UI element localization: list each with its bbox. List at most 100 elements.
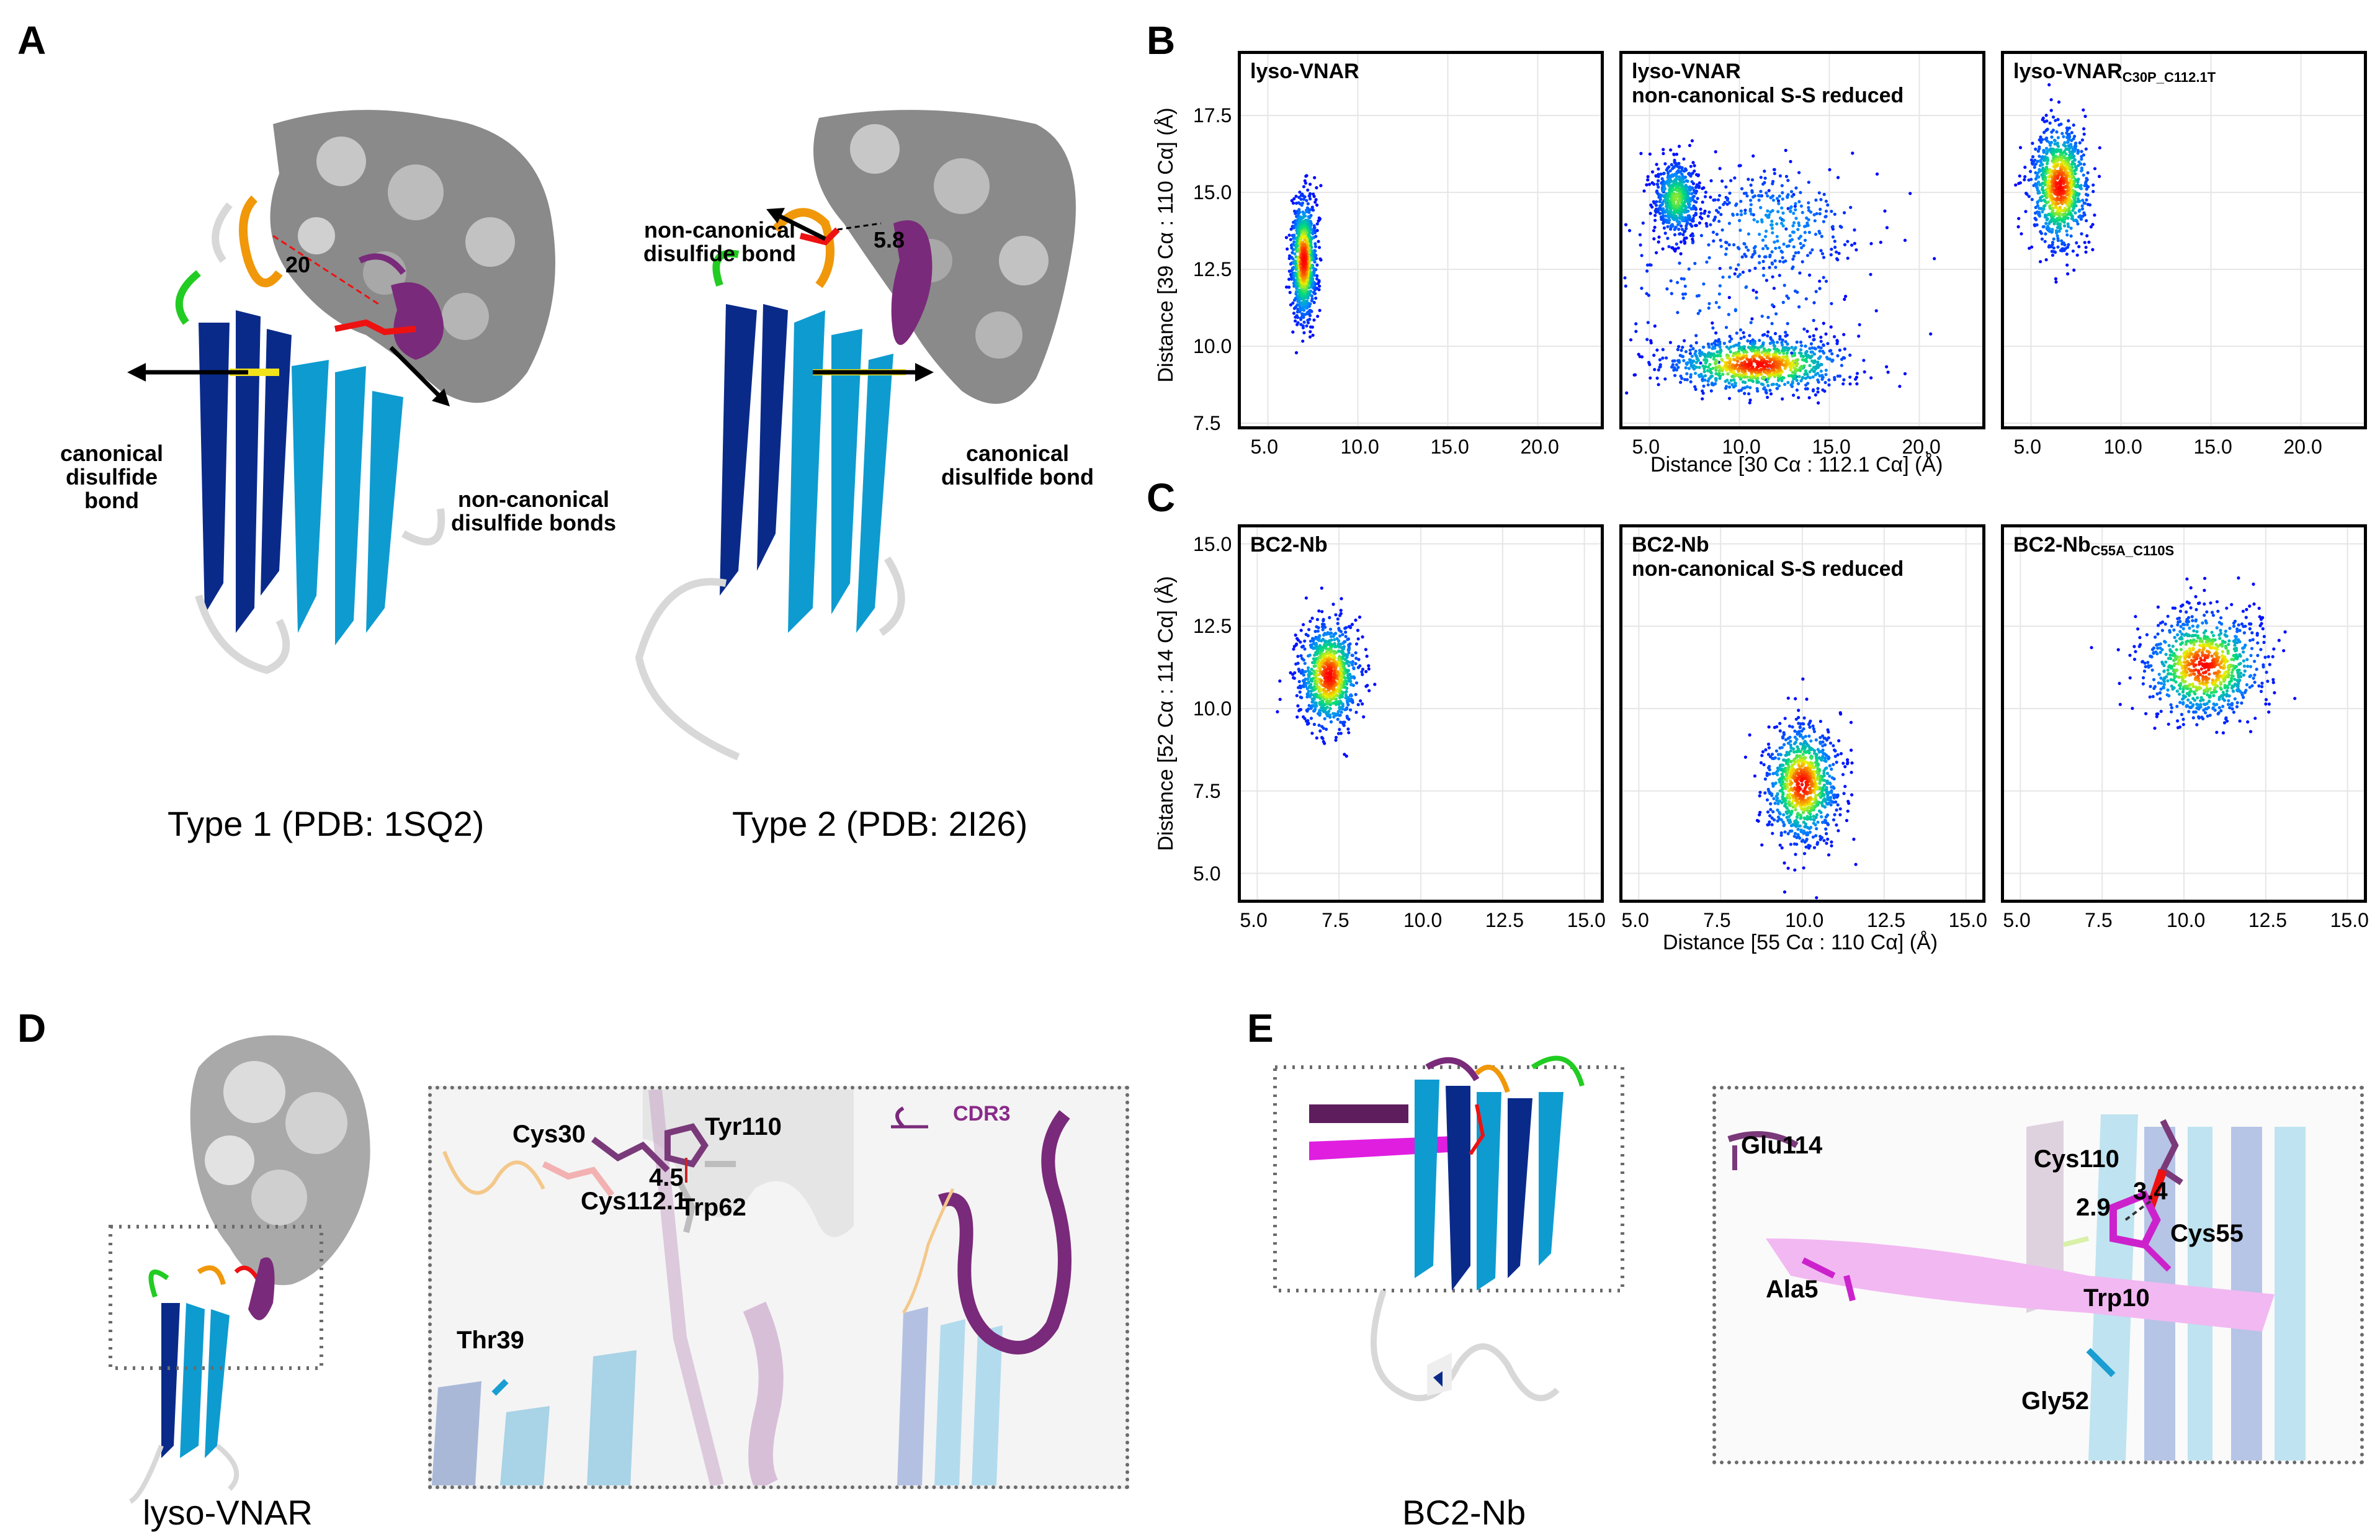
data-point [1318, 257, 1322, 261]
data-point [1771, 199, 1776, 202]
data-point [1819, 736, 1822, 740]
data-point [1818, 212, 1822, 216]
data-point [1816, 360, 1820, 364]
data-point [1763, 176, 1767, 180]
data-point [1310, 686, 1313, 690]
data-point [2080, 232, 2083, 236]
data-point [1719, 351, 1722, 355]
data-point [1751, 365, 1755, 369]
data-point [1758, 339, 1761, 342]
data-point [1694, 334, 1698, 338]
data-point [1763, 353, 1766, 357]
data-point [1698, 215, 1702, 219]
data-point [1781, 191, 1784, 195]
data-point [1822, 256, 1826, 259]
data-point [1819, 369, 1823, 373]
data-point [1832, 763, 1835, 766]
data-point [1292, 676, 1296, 680]
data-point [1781, 256, 1784, 259]
data-point [1345, 661, 1349, 665]
data-point [1701, 187, 1704, 190]
data-point [2056, 202, 2060, 205]
data-point [1801, 677, 1805, 681]
data-point [2023, 175, 2027, 179]
data-point [1800, 344, 1804, 347]
data-point [1753, 774, 1756, 778]
data-point [1818, 287, 1822, 290]
data-point [1344, 693, 1348, 697]
data-point [2045, 146, 2049, 150]
data-point [1317, 240, 1320, 243]
data-point [1736, 275, 1740, 279]
data-point [1748, 386, 1752, 390]
data-point [1348, 694, 1353, 697]
data-point [1650, 205, 1654, 209]
data-point [1830, 844, 1833, 848]
data-point [2085, 187, 2088, 191]
data-point [1794, 289, 1797, 293]
data-point [1681, 346, 1684, 349]
data-point [1750, 178, 1755, 182]
data-point [1741, 380, 1745, 384]
data-point [1819, 198, 1823, 202]
data-point [1655, 376, 1659, 380]
data-point [1843, 347, 1846, 351]
data-point [1760, 372, 1763, 376]
data-point [1690, 354, 1694, 358]
data-point [2056, 196, 2059, 200]
data-point [1826, 837, 1830, 841]
data-point [1767, 823, 1771, 826]
data-point [1657, 185, 1660, 189]
data-point [1775, 235, 1779, 238]
data-point [1318, 729, 1322, 733]
data-point [1320, 639, 1323, 643]
data-point [1743, 755, 1747, 759]
data-point [1673, 374, 1677, 377]
data-point [1762, 365, 1766, 369]
data-point [1670, 223, 1674, 226]
data-point [1903, 372, 1907, 375]
data-point [1650, 170, 1655, 174]
data-point [1756, 362, 1760, 366]
data-point [1313, 176, 1317, 179]
data-point [1338, 705, 1341, 709]
data-point [1824, 199, 1828, 203]
data-point [1718, 167, 1722, 171]
data-point [1822, 220, 1825, 223]
data-point [2052, 217, 2056, 221]
data-point [1674, 225, 1678, 229]
data-point [1653, 368, 1657, 372]
data-point [1778, 338, 1782, 341]
data-point [1691, 347, 1695, 351]
data-point [1732, 378, 1736, 382]
data-point [2078, 141, 2082, 145]
data-point [1299, 671, 1304, 675]
data-point [1699, 212, 1703, 215]
data-point [1304, 684, 1308, 688]
data-point [2039, 260, 2042, 264]
data-point [1674, 247, 1678, 251]
x-tick-label: 12.5 [1485, 909, 1524, 931]
data-point [1307, 722, 1310, 725]
data-point [1831, 227, 1835, 231]
data-point [2039, 231, 2043, 235]
data-point [1648, 362, 1652, 367]
data-point [1309, 325, 1313, 329]
data-point [1687, 186, 1691, 189]
data-point [1310, 679, 1314, 683]
data-point [1670, 292, 1673, 295]
data-point [1837, 251, 1841, 255]
panel-c-xlabel: Distance [55 Cα : 110 Cα] (Å) [1663, 931, 1938, 954]
data-point [1768, 341, 1772, 345]
data-point [1309, 619, 1312, 623]
data-point [2040, 195, 2044, 199]
data-point [1662, 226, 1666, 230]
data-point [1799, 235, 1802, 238]
data-point [1797, 251, 1801, 254]
data-point [1367, 689, 1371, 692]
panel-b-plot-title-3: lyso-VNARC30P_C112.1T [2013, 60, 2216, 85]
data-point [1875, 172, 1879, 176]
data-point [1824, 827, 1828, 831]
data-point [2044, 114, 2048, 117]
data-point [1678, 232, 1682, 236]
